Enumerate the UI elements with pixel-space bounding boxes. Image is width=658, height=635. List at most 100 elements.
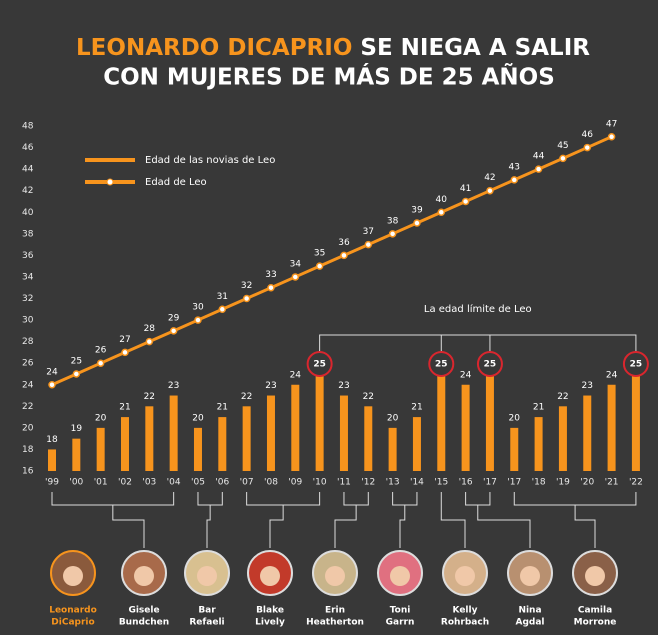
x-tick-label: '17 [507, 478, 521, 488]
y-tick-label: 40 [22, 208, 34, 218]
bar [461, 384, 470, 471]
value-label: 37 [363, 227, 374, 237]
value-label: 44 [533, 152, 545, 162]
line-point [559, 154, 567, 163]
value-label: 22 [557, 392, 568, 402]
line-point [121, 348, 129, 357]
photo-face [197, 566, 217, 586]
person-name: Heatherton [306, 618, 364, 628]
value-label: 25 [630, 359, 643, 369]
value-label: 30 [192, 303, 204, 313]
bar [583, 395, 592, 471]
person-name: Nina [518, 606, 541, 616]
x-tick-label: '04 [167, 478, 181, 488]
bar [607, 384, 616, 471]
photo-face [260, 566, 280, 586]
bar [242, 406, 251, 471]
person-name: Lively [255, 618, 285, 628]
line-point [315, 262, 324, 270]
person-name: Blake [256, 606, 284, 616]
line-point [145, 337, 154, 346]
bar [291, 384, 300, 471]
y-tick-label: 44 [22, 165, 34, 175]
value-label: 22 [363, 392, 374, 402]
person-name: Bar [198, 606, 216, 616]
person-name: Refaeli [189, 618, 224, 628]
value-label: 26 [95, 346, 107, 356]
person-name: Rohrbach [441, 618, 489, 628]
value-label: 28 [144, 324, 156, 334]
person-name: Erin [325, 606, 345, 616]
value-label: 23 [265, 381, 276, 391]
value-label: 24 [46, 367, 58, 377]
value-label: 32 [241, 281, 252, 291]
value-label: 35 [314, 249, 325, 259]
value-label: 20 [387, 413, 399, 423]
y-tick-label: 22 [22, 402, 33, 412]
value-label: 20 [95, 413, 107, 423]
chart-title: CON MUJERES DE MÁS DE 25 AÑOS [103, 63, 555, 91]
y-tick-label: 24 [22, 380, 34, 390]
bar [218, 417, 227, 471]
x-tick-label: '01 [94, 478, 108, 488]
value-label: 20 [192, 413, 204, 423]
x-tick-label: '16 [459, 478, 473, 488]
value-label: 21 [217, 403, 228, 413]
x-tick-label: '07 [240, 478, 254, 488]
value-label: 41 [460, 184, 471, 194]
y-tick-label: 38 [22, 229, 34, 239]
legend-label: Edad de las novias de Leo [145, 155, 275, 166]
value-label: 31 [217, 292, 228, 302]
value-label: 23 [338, 381, 349, 391]
x-tick-label: '06 [215, 478, 229, 488]
line [51, 135, 613, 387]
bar [339, 395, 348, 471]
person-name: Kelly [453, 606, 478, 616]
value-label: 24 [290, 370, 302, 380]
value-label: 45 [557, 141, 568, 151]
value-label: 40 [436, 195, 448, 205]
chart-title: LEONARDO DICAPRIO SE NIEGA A SALIR [76, 35, 590, 61]
photo-face [390, 566, 410, 586]
title-highlight: LEONARDO DICAPRIO [76, 35, 352, 61]
x-tick-label: '12 [361, 478, 375, 488]
x-tick-label: '15 [434, 478, 448, 488]
value-label: 25 [313, 359, 326, 369]
person-name: Bundchen [119, 618, 169, 628]
value-label: 36 [338, 238, 350, 248]
value-label: 25 [484, 359, 497, 369]
value-label: 38 [387, 216, 399, 226]
value-label: 25 [71, 356, 82, 366]
legend-label: Edad de Leo [145, 177, 207, 188]
x-tick-label: '99 [45, 478, 59, 488]
bar [266, 395, 275, 471]
limit-circle [476, 350, 503, 377]
x-tick-label: '11 [337, 478, 351, 488]
x-tick-label: '02 [118, 478, 132, 488]
y-tick-label: 18 [22, 445, 34, 455]
line-point [194, 316, 202, 324]
bar [315, 373, 324, 471]
y-tick-label: 46 [22, 143, 34, 153]
x-tick-label: '08 [264, 478, 278, 488]
value-label: 20 [509, 413, 521, 423]
value-label: 42 [484, 173, 495, 183]
bracket [246, 492, 321, 548]
value-label: 18 [46, 435, 58, 445]
value-label: 47 [606, 119, 617, 129]
person-name: Garrn [386, 618, 415, 628]
x-tick-label: '03 [142, 478, 156, 488]
person-name: Leonardo [49, 606, 97, 616]
bar [96, 427, 105, 471]
x-tick-label: '14 [410, 478, 424, 488]
x-tick-label: '19 [556, 478, 570, 488]
value-label: 34 [290, 259, 302, 269]
line-point [510, 176, 519, 184]
line-point [388, 230, 397, 238]
y-tick-label: 32 [22, 294, 33, 304]
bar [145, 406, 154, 471]
bar [120, 417, 129, 471]
photo-face [455, 566, 475, 586]
